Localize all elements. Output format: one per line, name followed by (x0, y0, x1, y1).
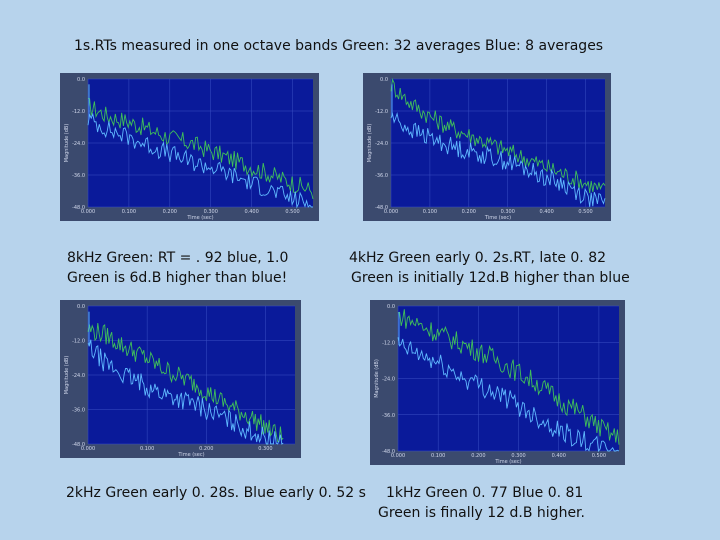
chart-8khz: 0.0 -12.0 -24.0 -36.0 -48.00.000 0.100 0.200 0.… (60, 73, 319, 221)
x-tick-label: 0.000 (384, 209, 398, 215)
caption-4khz: 4kHz Green early 0. 2s.RT, late 0. 82 Gr… (349, 248, 630, 288)
green-series-line (87, 322, 284, 443)
y-tick-label: -48.0 (375, 205, 388, 211)
y-axis-label: Magnitude (dB) (64, 356, 70, 395)
chart-panel-2khz: 0.0 -12.0 -24.0 -36.0 -48.0 0.000 0.100 0.200 0.… (60, 300, 301, 458)
x-axis-label: Time (sec) (494, 459, 521, 465)
x-tick-label: 0.400 (552, 453, 566, 459)
x-tick-label: 0.000 (81, 446, 95, 452)
green-series-line (87, 97, 314, 200)
x-tick-label: 0.500 (285, 209, 299, 215)
x-tick-label: 0.500 (578, 209, 592, 215)
y-tick-label: -24.0 (375, 141, 388, 147)
y-tick-label: 0.0 (387, 304, 395, 310)
caption-4khz-line-1: 4kHz Green early 0. 2s.RT, late 0. 82 (349, 250, 607, 266)
x-tick-label: 0.300 (204, 209, 218, 215)
caption-2khz: 2kHz Green early 0. 28s. Blue early 0. 5… (66, 483, 366, 503)
x-tick-label: 0.100 (423, 209, 437, 215)
x-tick-label: 0.500 (592, 453, 606, 459)
x-tick-label: 0.200 (163, 209, 177, 215)
blue-series-line (390, 111, 606, 207)
y-axis-label: Magnitude (dB) (367, 124, 373, 163)
y-tick-label: -12.0 (72, 339, 85, 345)
y-tick-label: -36.0 (375, 173, 388, 179)
caption-1khz: 1kHz Green 0. 77 Blue 0. 81 Green is fin… (378, 483, 585, 523)
y-tick-label: -24.0 (72, 141, 85, 147)
slide-title: 1s.RTs measured in one octave bands Gree… (74, 38, 604, 54)
x-tick-label: 0.200 (199, 446, 213, 452)
x-tick-label: 0.300 (258, 446, 272, 452)
x-axis-label: Time (sec) (484, 215, 511, 221)
blue-series-line (397, 337, 620, 453)
y-tick-label: -36.0 (72, 408, 85, 414)
y-axis-label: Magnitude (dB) (374, 359, 380, 398)
chart-panel-8khz: 0.0 -12.0 -24.0 -36.0 -48.0 0.000 0.100 0.200 0.… (60, 73, 319, 221)
caption-2khz-line-1: 2kHz Green early 0. 28s. Blue early 0. 5… (66, 485, 366, 501)
x-tick-label: 0.300 (511, 453, 525, 459)
y-tick-label: -48.0 (382, 449, 395, 455)
x-tick-label: 0.200 (462, 209, 476, 215)
y-tick-label: -24.0 (382, 377, 395, 383)
chart-1khz: 0.0 -12.0 -24.0 -36.0 -48.00.000 0.100 0.200 0.… (370, 300, 625, 465)
blue-series-line (87, 112, 313, 209)
x-tick-label: 0.100 (140, 446, 154, 452)
green-series-line (397, 309, 620, 445)
x-tick-label: 0.400 (244, 209, 258, 215)
x-tick-label: 0.200 (471, 453, 485, 459)
x-tick-label: 0.300 (501, 209, 515, 215)
chart-2khz: 0.0 -12.0 -24.0 -36.0 -48.00.000 0.100 0.200 0.… (60, 300, 301, 458)
x-axis-label: Time (sec) (186, 215, 213, 221)
chart-panel-1khz: 0.0 -12.0 -24.0 -36.0 -48.0 0.000 0.100 0.200 0.… (370, 300, 625, 465)
y-tick-label: -48.0 (72, 205, 85, 211)
caption-8khz: 8kHz Green: RT = . 92 blue, 1.0 Green is… (67, 248, 288, 288)
x-tick-label: 0.400 (539, 209, 553, 215)
y-tick-label: -36.0 (72, 173, 85, 179)
caption-8khz-line-1: 8kHz Green: RT = . 92 blue, 1.0 (67, 250, 289, 266)
y-tick-label: -12.0 (375, 109, 388, 115)
chart-4khz: 0.0 -12.0 -24.0 -36.0 -48.00.000 0.100 0.200 0.… (363, 73, 611, 221)
caption-8khz-line-2: Green is 6d.B higher than blue! (67, 270, 288, 286)
y-axis-label: Magnitude (dB) (64, 124, 70, 163)
caption-4khz-line-2: Green is initially 12d.B higher than blu… (351, 270, 630, 286)
y-tick-label: 0.0 (77, 304, 85, 310)
caption-1khz-line-2: Green is finally 12 d.B higher. (378, 505, 585, 521)
x-tick-label: 0.000 (391, 453, 405, 459)
chart-panel-4khz: 0.0 -12.0 -24.0 -36.0 -48.0 0.000 0.100 0.200 0.… (363, 73, 611, 221)
y-tick-label: 0.0 (380, 77, 388, 83)
blue-series-line (87, 339, 284, 445)
y-tick-label: -12.0 (382, 340, 395, 346)
x-tick-label: 0.100 (431, 453, 445, 459)
y-tick-label: -24.0 (72, 373, 85, 379)
caption-1khz-line-1: 1kHz Green 0. 77 Blue 0. 81 (386, 485, 584, 501)
x-tick-label: 0.000 (81, 209, 95, 215)
x-tick-label: 0.100 (122, 209, 136, 215)
y-tick-label: -36.0 (382, 413, 395, 419)
y-tick-label: 0.0 (77, 77, 85, 83)
y-tick-label: -12.0 (72, 109, 85, 115)
y-tick-label: -48.0 (72, 442, 85, 448)
x-axis-label: Time (sec) (177, 452, 204, 458)
